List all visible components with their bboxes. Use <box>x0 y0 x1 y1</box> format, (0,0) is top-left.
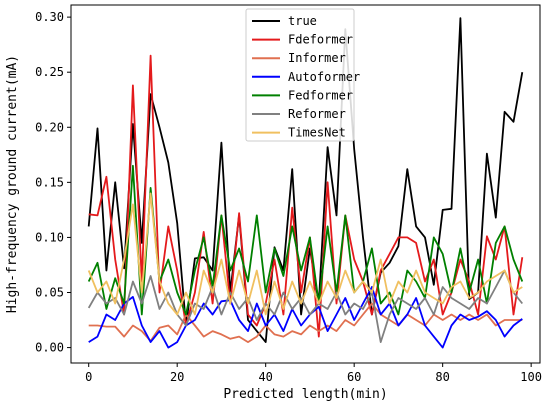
x-tick-label: 20 <box>170 370 184 384</box>
y-tick-label: 0.25 <box>35 65 64 79</box>
series-line-timesnet <box>87 192 523 316</box>
series-line-fedformer <box>87 164 524 316</box>
y-tick-label: 0.20 <box>35 120 64 134</box>
series-line-informer <box>88 302 523 344</box>
ticks-layer: 0 20 40 60 80 100 0.00 0.05 0.10 0.15 0.20 0.25 0.30 <box>35 10 542 384</box>
series-layer <box>87 17 524 349</box>
legend-label: Fdeformer <box>288 33 353 47</box>
series-line-true <box>87 17 524 344</box>
series-line-autoformer <box>88 286 523 349</box>
x-axis-label: Predicted length(min) <box>223 387 387 402</box>
y-tick-label: 0.00 <box>35 341 64 355</box>
series-line-reformer <box>87 269 524 344</box>
y-tick-label: 0.15 <box>35 175 64 189</box>
legend-label: Autoformer <box>288 70 360 84</box>
legend: true Fdeformer Informer Autoformer Fedformer… <box>245 8 360 142</box>
x-tick-label: 60 <box>347 370 361 384</box>
x-tick-label: 100 <box>520 370 542 384</box>
x-tick-label: 0 <box>85 370 92 384</box>
legend-box <box>245 8 355 142</box>
legend-label: TimesNet <box>288 126 346 140</box>
legend-label: true <box>288 14 317 28</box>
y-tick-label: 0.30 <box>35 10 64 24</box>
plot-frame <box>70 4 541 364</box>
x-tick-label: 80 <box>435 370 449 384</box>
y-tick-label: 0.10 <box>35 230 64 244</box>
y-tick-label: 0.05 <box>35 286 64 300</box>
legend-label: Fedformer <box>288 88 353 102</box>
legend-label: Informer <box>288 51 346 65</box>
legend-label: Reformer <box>288 107 346 121</box>
y-axis-label: High-frequency ground current(mA) <box>5 55 20 313</box>
x-tick-label: 40 <box>258 370 272 384</box>
